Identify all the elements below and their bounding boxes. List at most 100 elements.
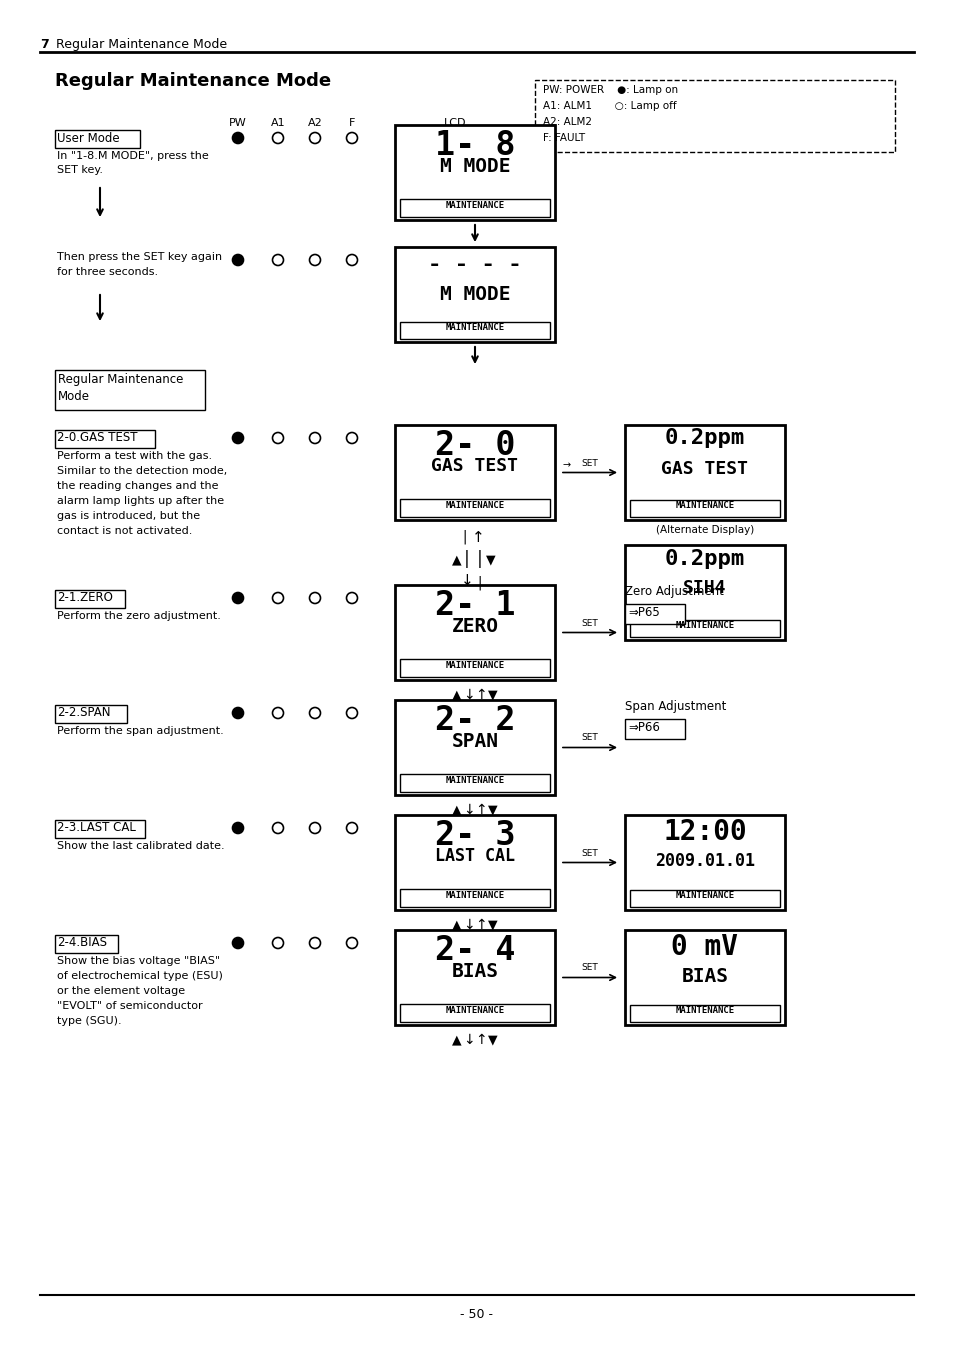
- Text: 2- 1: 2- 1: [435, 589, 515, 621]
- Bar: [55, 705, 127, 723]
- Text: Similar to the detection mode,: Similar to the detection mode,: [57, 466, 227, 476]
- Text: Regular Maintenance Mode: Regular Maintenance Mode: [55, 72, 331, 91]
- Circle shape: [233, 593, 243, 604]
- Bar: [55, 430, 154, 449]
- Text: - 50 -: - 50 -: [460, 1308, 493, 1321]
- Text: ▲: ▲: [452, 917, 461, 931]
- Text: SET: SET: [581, 619, 598, 627]
- Text: ▲: ▲: [452, 1034, 461, 1046]
- Text: SET: SET: [581, 734, 598, 743]
- Text: 2-1.ZERO: 2-1.ZERO: [57, 590, 112, 604]
- Text: F: F: [349, 118, 355, 128]
- Bar: [55, 370, 205, 409]
- Bar: [395, 247, 555, 342]
- Text: ↓: ↓: [463, 802, 475, 817]
- Text: contact is not activated.: contact is not activated.: [57, 526, 193, 536]
- Bar: [395, 426, 555, 520]
- Text: In "1-8.M MODE", press the: In "1-8.M MODE", press the: [57, 151, 209, 161]
- Text: PW: PW: [229, 118, 247, 128]
- Bar: [395, 585, 555, 680]
- Text: |: |: [461, 550, 472, 567]
- Text: MAINTENANCE: MAINTENANCE: [675, 621, 734, 630]
- Text: ZERO: ZERO: [451, 617, 498, 636]
- Text: 2-4.BIAS: 2-4.BIAS: [57, 936, 107, 948]
- Text: MAINTENANCE: MAINTENANCE: [445, 1006, 504, 1015]
- Text: - - - -: - - - -: [428, 255, 521, 276]
- Bar: [399, 1004, 550, 1021]
- Bar: [399, 499, 550, 517]
- Text: SIH4: SIH4: [682, 580, 726, 597]
- Text: SET: SET: [581, 458, 598, 467]
- Text: or the element voltage: or the element voltage: [57, 986, 185, 996]
- Bar: [624, 544, 784, 640]
- Text: the reading changes and the: the reading changes and the: [57, 481, 218, 490]
- Text: 12:00: 12:00: [662, 817, 746, 846]
- Text: Regular Maintenance Mode: Regular Maintenance Mode: [52, 38, 227, 51]
- Text: ↑: ↑: [475, 802, 486, 817]
- Circle shape: [233, 938, 243, 948]
- Bar: [395, 815, 555, 911]
- Text: M MODE: M MODE: [439, 285, 510, 304]
- Text: SET key.: SET key.: [57, 165, 103, 176]
- Text: 2- 2: 2- 2: [435, 704, 515, 738]
- Text: ↓: ↓: [463, 688, 475, 703]
- Text: ↓: ↓: [463, 917, 475, 932]
- Text: MAINTENANCE: MAINTENANCE: [675, 1006, 734, 1015]
- Text: BIAS: BIAS: [680, 967, 728, 986]
- Text: ⇒P66: ⇒P66: [627, 721, 659, 734]
- Text: MAINTENANCE: MAINTENANCE: [675, 892, 734, 900]
- Text: 0.2ppm: 0.2ppm: [664, 549, 744, 569]
- Text: |: |: [476, 576, 484, 589]
- Text: Perform the span adjustment.: Perform the span adjustment.: [57, 725, 224, 736]
- Text: Perform a test with the gas.: Perform a test with the gas.: [57, 451, 212, 461]
- Text: A2: ALM2: A2: ALM2: [542, 118, 592, 127]
- Text: GAS TEST: GAS TEST: [660, 459, 748, 478]
- Text: Perform the zero adjustment.: Perform the zero adjustment.: [57, 611, 221, 621]
- Bar: [55, 590, 125, 608]
- Text: ↑: ↑: [471, 530, 484, 544]
- Text: ▼: ▼: [488, 802, 497, 816]
- Text: 2-3.LAST CAL: 2-3.LAST CAL: [57, 821, 135, 834]
- Text: |: |: [475, 550, 484, 567]
- Text: 0 mV: 0 mV: [671, 934, 738, 961]
- Circle shape: [233, 708, 243, 719]
- Text: alarm lamp lights up after the: alarm lamp lights up after the: [57, 496, 224, 507]
- Text: 2- 4: 2- 4: [435, 934, 515, 967]
- Bar: [624, 929, 784, 1025]
- Text: GAS TEST: GAS TEST: [431, 458, 518, 476]
- Bar: [55, 130, 140, 149]
- Text: Span Adjustment: Span Adjustment: [624, 700, 725, 713]
- Text: ▼: ▼: [488, 1034, 497, 1046]
- Circle shape: [233, 254, 243, 266]
- Bar: [624, 815, 784, 911]
- Bar: [624, 604, 684, 624]
- Text: Show the last calibrated date.: Show the last calibrated date.: [57, 842, 224, 851]
- Text: SET: SET: [581, 848, 598, 858]
- Text: SPAN: SPAN: [451, 732, 498, 751]
- Bar: [629, 500, 780, 517]
- Text: ↑: ↑: [475, 1034, 486, 1047]
- Text: LCD: LCD: [443, 118, 466, 128]
- Text: User Mode: User Mode: [57, 132, 119, 145]
- Text: "EVOLT" of semiconductor: "EVOLT" of semiconductor: [57, 1001, 202, 1011]
- Bar: [399, 774, 550, 792]
- Text: MAINTENANCE: MAINTENANCE: [445, 661, 504, 670]
- Text: ▲: ▲: [452, 688, 461, 701]
- Text: ▼: ▼: [486, 553, 496, 566]
- Text: 2- 3: 2- 3: [435, 819, 515, 852]
- Text: PW: POWER    ●: Lamp on: PW: POWER ●: Lamp on: [542, 85, 678, 95]
- Bar: [399, 659, 550, 677]
- Text: 2-2.SPAN: 2-2.SPAN: [57, 707, 111, 719]
- Text: Regular Maintenance: Regular Maintenance: [58, 373, 183, 386]
- Text: 1- 8: 1- 8: [435, 128, 515, 162]
- Text: ▲: ▲: [452, 802, 461, 816]
- Text: MAINTENANCE: MAINTENANCE: [445, 201, 504, 209]
- Bar: [629, 1005, 780, 1021]
- Text: →: →: [562, 461, 571, 470]
- Text: F: FAULT: F: FAULT: [542, 132, 584, 143]
- Text: for three seconds.: for three seconds.: [57, 267, 158, 277]
- Bar: [629, 890, 780, 907]
- Text: A1: A1: [271, 118, 285, 128]
- Bar: [395, 700, 555, 794]
- Text: A2: A2: [307, 118, 322, 128]
